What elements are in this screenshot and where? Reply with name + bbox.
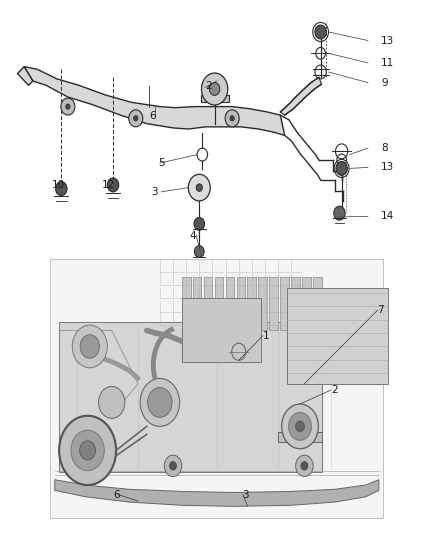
- Circle shape: [164, 455, 182, 477]
- Polygon shape: [204, 277, 212, 330]
- Text: 1: 1: [263, 331, 269, 341]
- Circle shape: [315, 25, 326, 39]
- Text: 12: 12: [102, 181, 115, 190]
- Circle shape: [56, 182, 67, 196]
- Polygon shape: [182, 277, 191, 330]
- Text: 9: 9: [381, 78, 388, 87]
- Circle shape: [140, 378, 180, 426]
- Polygon shape: [302, 277, 311, 330]
- Circle shape: [188, 174, 210, 201]
- Circle shape: [282, 404, 318, 449]
- Text: 14: 14: [381, 212, 394, 221]
- Circle shape: [71, 430, 104, 471]
- Polygon shape: [50, 259, 383, 518]
- Text: 10: 10: [52, 181, 65, 190]
- Circle shape: [170, 462, 177, 470]
- Circle shape: [80, 441, 95, 460]
- Circle shape: [129, 110, 143, 127]
- Polygon shape: [280, 77, 321, 115]
- Text: 7: 7: [378, 305, 384, 315]
- Text: 2: 2: [205, 82, 212, 91]
- Text: 11: 11: [381, 58, 394, 68]
- Circle shape: [196, 184, 202, 191]
- Text: 3: 3: [151, 187, 158, 197]
- Circle shape: [296, 455, 313, 477]
- Polygon shape: [237, 277, 245, 330]
- Polygon shape: [215, 277, 223, 330]
- Text: 8: 8: [381, 143, 388, 153]
- Polygon shape: [280, 277, 289, 330]
- Circle shape: [194, 246, 204, 257]
- Polygon shape: [18, 67, 33, 85]
- Circle shape: [80, 335, 99, 358]
- Circle shape: [66, 104, 70, 109]
- Text: 13: 13: [381, 36, 394, 45]
- Polygon shape: [182, 298, 261, 362]
- Circle shape: [107, 178, 119, 192]
- Circle shape: [336, 161, 347, 175]
- Text: 4: 4: [189, 231, 196, 240]
- Polygon shape: [278, 432, 322, 442]
- Circle shape: [99, 386, 125, 418]
- Circle shape: [296, 421, 304, 432]
- Polygon shape: [59, 322, 322, 472]
- Text: 5: 5: [159, 158, 165, 168]
- Circle shape: [194, 217, 205, 230]
- Circle shape: [72, 325, 107, 368]
- Text: 2: 2: [331, 385, 338, 395]
- Polygon shape: [313, 277, 322, 330]
- Circle shape: [289, 413, 311, 440]
- Circle shape: [61, 98, 75, 115]
- Text: 6: 6: [149, 111, 155, 121]
- Circle shape: [230, 116, 234, 121]
- Circle shape: [148, 387, 172, 417]
- Polygon shape: [287, 288, 388, 384]
- Polygon shape: [247, 277, 256, 330]
- Text: 6: 6: [113, 490, 120, 499]
- Circle shape: [301, 462, 308, 470]
- Polygon shape: [291, 277, 300, 330]
- FancyBboxPatch shape: [201, 95, 229, 102]
- Polygon shape: [55, 480, 379, 506]
- Circle shape: [225, 110, 239, 127]
- Circle shape: [334, 206, 345, 220]
- Circle shape: [59, 416, 116, 485]
- Polygon shape: [269, 277, 278, 330]
- Text: 13: 13: [381, 163, 394, 172]
- Circle shape: [209, 83, 220, 95]
- Polygon shape: [258, 277, 267, 330]
- Polygon shape: [193, 277, 201, 330]
- Circle shape: [134, 116, 138, 121]
- Text: 3: 3: [242, 490, 249, 499]
- Circle shape: [201, 73, 228, 105]
- Polygon shape: [24, 67, 285, 135]
- Polygon shape: [226, 277, 234, 330]
